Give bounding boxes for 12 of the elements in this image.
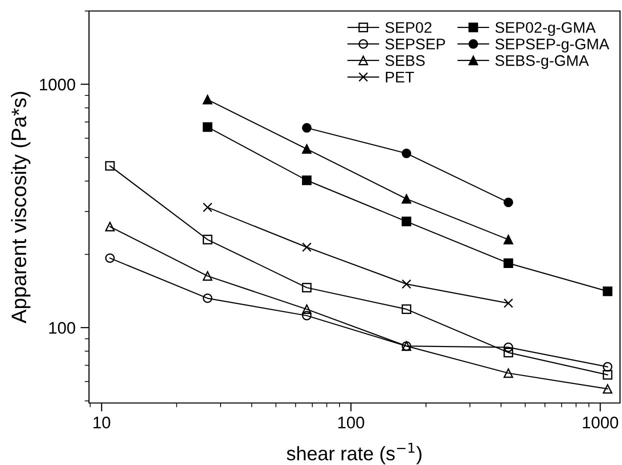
x-tick-label: 1000 bbox=[582, 416, 618, 428]
legend-label: SEP02-g-GMA bbox=[495, 22, 596, 36]
x-tick-label: 10 bbox=[94, 416, 110, 428]
legend-label: SEBS bbox=[385, 55, 425, 66]
x-tick-label: 100 bbox=[338, 416, 364, 428]
legend-label: SEPSEP bbox=[385, 38, 445, 50]
legend-label: SEBS-g-GMA bbox=[495, 55, 589, 70]
y-axis-title: Apparent viscosity (Pa*s) bbox=[10, 92, 30, 324]
x-axis-title: shear rate (s$^{−1}$) bbox=[286, 442, 422, 464]
legend-label: SEPSEP-g-GMA bbox=[495, 38, 610, 52]
legend-label: SEP02 bbox=[385, 22, 432, 33]
legend-label: PET bbox=[386, 72, 414, 82]
